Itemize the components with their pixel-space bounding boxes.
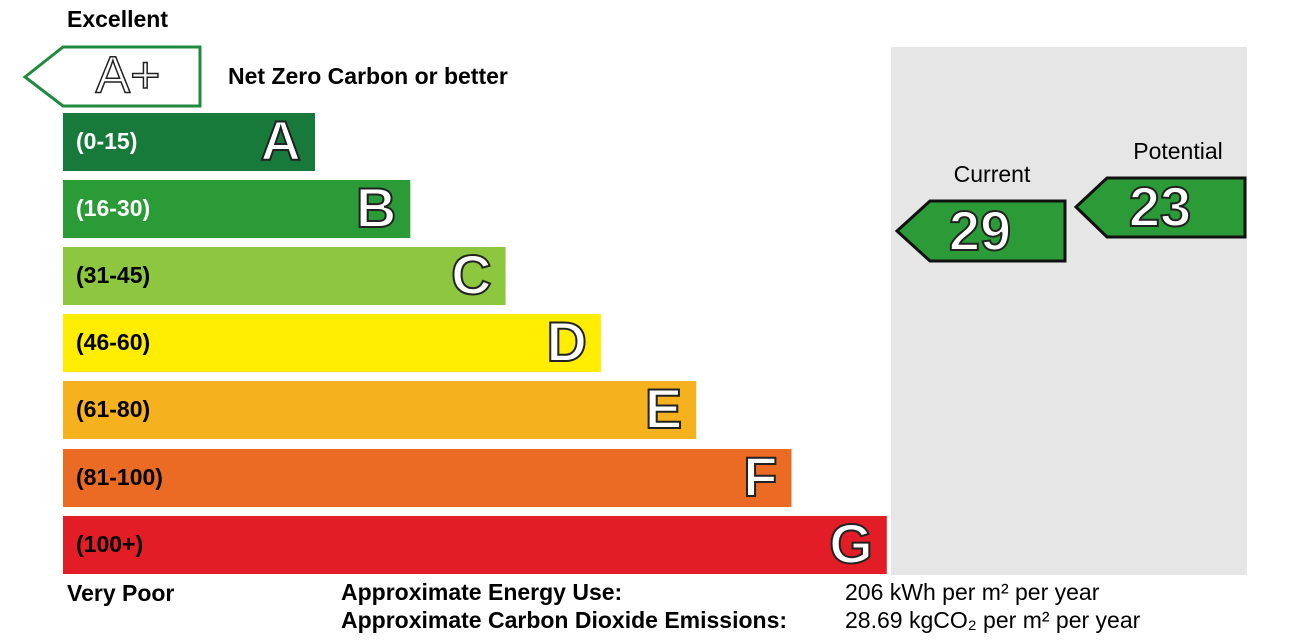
current-arrow (894, 199, 1067, 263)
summary-value: 28.69 kgCO₂ per m² per year (845, 607, 1141, 633)
top-label: Excellent (67, 6, 168, 32)
band-range: (31-45) (76, 262, 150, 288)
band-bar (63, 314, 601, 372)
band-grade: D (546, 310, 586, 373)
potential-value: 23 (1129, 175, 1191, 238)
net-zero-arrow (22, 45, 202, 108)
band-range: (61-80) (76, 396, 150, 422)
net-zero-label: Net Zero Carbon or better (228, 63, 508, 89)
bottom-label: Very Poor (67, 580, 174, 606)
current-value: 29 (949, 199, 1011, 262)
band-grade: B (356, 176, 396, 239)
band-range: (46-60) (76, 329, 150, 355)
band-grade: C (451, 243, 491, 306)
summary-value: 206 kWh per m² per year (845, 579, 1100, 605)
rating-panel (891, 47, 1247, 575)
band-grade: G (829, 512, 873, 575)
current-label: Current (954, 161, 1031, 187)
summary-label: Approximate Carbon Dioxide Emissions: (341, 607, 787, 633)
band-grade: E (645, 377, 682, 440)
potential-label: Potential (1133, 138, 1223, 164)
band-range: (100+) (76, 531, 143, 557)
summary-label: Approximate Energy Use: (341, 579, 622, 605)
band-grade: F (743, 445, 777, 508)
band-bar (63, 247, 506, 305)
band-grade: A (261, 109, 301, 172)
potential-arrow (1073, 176, 1247, 239)
band-range: (16-30) (76, 195, 150, 221)
band-bar (63, 113, 315, 171)
band-bar (63, 449, 792, 507)
band-bar (63, 516, 887, 574)
band-bar (63, 381, 697, 439)
band-bar (63, 180, 411, 238)
band-range: (81-100) (76, 464, 163, 490)
band-range: (0-15) (76, 128, 137, 154)
net-zero-grade: A+ (95, 47, 160, 105)
